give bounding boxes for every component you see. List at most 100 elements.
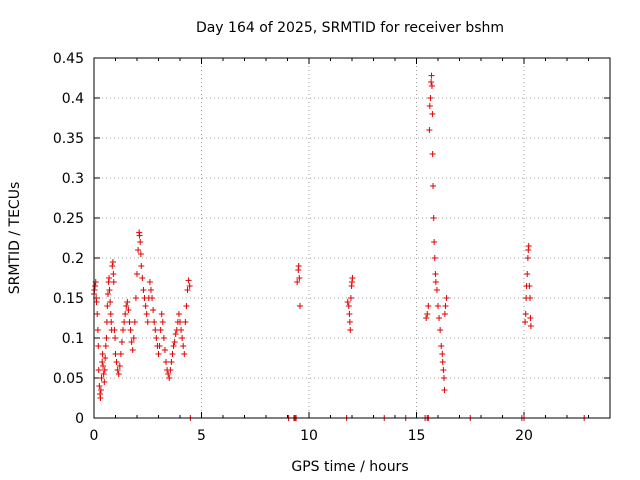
data-point [429, 151, 436, 157]
data-point [526, 283, 533, 289]
data-point [180, 343, 187, 349]
data-point [524, 255, 531, 261]
data-point [123, 303, 130, 309]
data-point [104, 291, 111, 297]
data-point [177, 319, 183, 325]
data-point [432, 271, 439, 277]
data-point [113, 359, 120, 365]
data-point [437, 327, 444, 333]
data-point [110, 271, 117, 277]
data-point [142, 303, 149, 309]
data-point [432, 279, 439, 285]
data-point [175, 311, 182, 317]
data-point [527, 315, 534, 321]
data-point [345, 303, 352, 309]
data-point [186, 283, 193, 289]
data-point [160, 335, 167, 341]
data-point [95, 343, 102, 349]
data-point [441, 375, 448, 381]
data-point [124, 299, 131, 305]
data-point [103, 335, 110, 341]
data-point [118, 339, 125, 345]
data-point [527, 323, 534, 329]
data-point [110, 279, 117, 285]
data-point [170, 343, 177, 349]
y-tick-label: 0.25 [53, 211, 84, 227]
data-point [182, 319, 189, 325]
data-point [183, 303, 190, 309]
data-point [104, 303, 111, 309]
data-point [101, 379, 108, 385]
x-axis-label: GPS time / hours [291, 459, 408, 475]
data-point [128, 339, 135, 345]
data-point [524, 271, 531, 277]
data-point [527, 295, 534, 301]
data-point [134, 271, 140, 277]
data-point [436, 315, 443, 321]
data-point [117, 351, 124, 357]
data-point [426, 103, 433, 109]
data-point [136, 232, 143, 239]
data-point [108, 319, 115, 325]
data-point [126, 319, 133, 325]
data-point [428, 83, 435, 89]
data-point [112, 335, 119, 341]
y-tick-label: 0.15 [53, 291, 84, 307]
data-point [442, 303, 449, 309]
data-point [296, 303, 303, 309]
data-point [143, 311, 150, 317]
data-point [95, 367, 102, 373]
data-point [525, 243, 532, 249]
data-point [109, 263, 116, 269]
data-point [431, 239, 438, 245]
data-point [155, 351, 162, 357]
data-point [168, 359, 175, 365]
data-point [106, 275, 113, 281]
x-tick-label: 5 [197, 428, 206, 444]
data-point [159, 319, 166, 325]
data-point [137, 239, 144, 245]
data-point [181, 351, 188, 357]
data-point [522, 319, 529, 325]
data-point [443, 295, 450, 301]
y-tick-label: 0.45 [53, 51, 84, 67]
data-point [127, 327, 134, 333]
data-point [440, 367, 447, 373]
data-point [427, 95, 434, 101]
chart-title: Day 164 of 2025, SRMTID for receiver bsh… [196, 20, 504, 36]
data-point [157, 327, 164, 333]
data-point [439, 351, 446, 357]
data-point [158, 311, 165, 317]
x-tick-labels: 0 5 10 15 20 [90, 428, 533, 444]
x-tick-label: 20 [515, 428, 533, 444]
data-point [295, 263, 302, 269]
data-point [132, 295, 139, 301]
data-point [426, 127, 433, 133]
data-point [106, 287, 113, 293]
data-point [114, 367, 121, 373]
data-point [435, 303, 441, 309]
data-point [107, 299, 114, 305]
y-tick-labels: 0 0.05 0.1 0.15 0.2 0.25 0.3 0.35 0.4 0.45 [53, 51, 84, 427]
data-point [424, 311, 431, 317]
y-tick-label: 0.2 [62, 251, 84, 267]
data-point [102, 343, 109, 349]
data-point [98, 375, 105, 381]
data-point [153, 335, 160, 341]
x-tick-label: 15 [408, 428, 426, 444]
grid-layer [94, 58, 610, 418]
data-point [185, 277, 192, 284]
data-point [428, 79, 435, 85]
x-tick-label: 0 [90, 428, 99, 444]
data-point [100, 363, 107, 369]
data-point [140, 287, 147, 293]
data-point [115, 371, 122, 377]
data-point [101, 367, 108, 373]
data-point [344, 299, 351, 305]
data-point [171, 339, 178, 345]
data-point [166, 375, 173, 381]
data-point [109, 259, 116, 265]
data-point [167, 367, 174, 373]
data-point [296, 275, 303, 281]
data-point [129, 347, 136, 353]
